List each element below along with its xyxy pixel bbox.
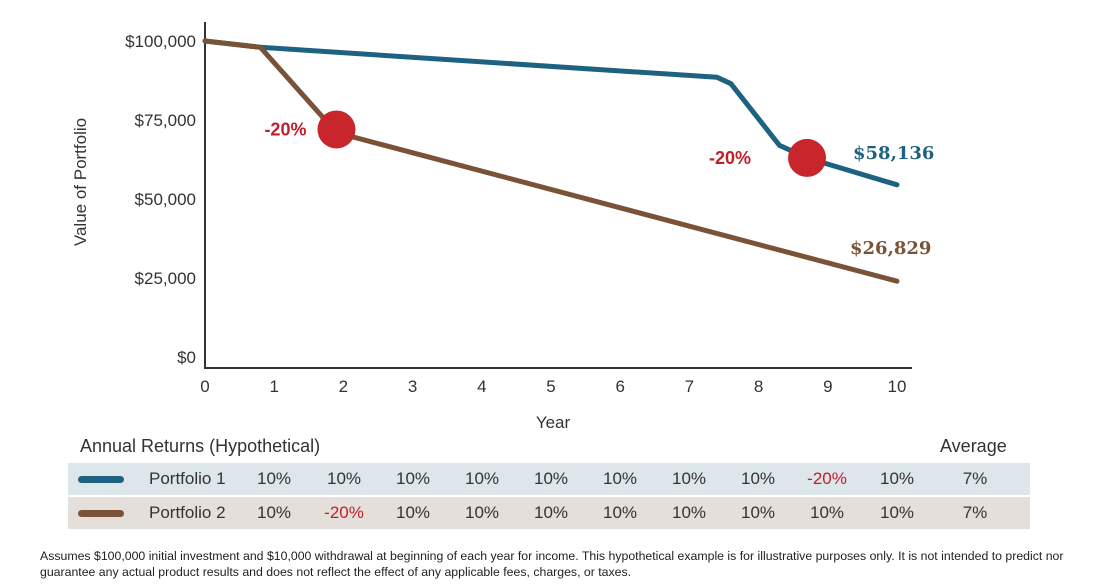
return-cell-year-10: 10% — [879, 469, 915, 488]
loss-marker-label: -20% — [709, 148, 751, 168]
x-tick-label: 7 — [685, 377, 694, 396]
return-cell-year-8: 10% — [740, 503, 776, 522]
x-tick-label: 8 — [754, 377, 763, 396]
x-tick-label: 2 — [339, 377, 348, 396]
portfolio-1-legend-swatch — [78, 476, 124, 483]
return-cell-year-4: 10% — [464, 469, 500, 488]
series-line-portfolio-2 — [202, 38, 900, 284]
y-axis-title: Value of Portfolio — [71, 118, 90, 246]
x-tick-labels: 0 1 2 3 4 5 6 7 8 9 10 — [200, 377, 906, 396]
return-cell-year-3: 10% — [395, 503, 431, 522]
return-cell-year-6: 10% — [602, 469, 638, 488]
table-row-portfolio-1: Portfolio 1 10% 10% 10% 10% 10% 10% 10% 10% -20%… — [68, 463, 1030, 495]
y-tick-label: $0 — [177, 348, 196, 367]
x-tick-label: 6 — [615, 377, 624, 396]
portfolio-2-legend-swatch — [78, 510, 124, 517]
average-return-cell: 7% — [962, 469, 988, 488]
x-tick-label: 9 — [823, 377, 832, 396]
average-header: Average — [940, 436, 1007, 456]
annual-returns-table: Annual Returns (Hypothetical) Average Po… — [68, 430, 1030, 529]
return-cell-year-6: 10% — [602, 503, 638, 522]
y-tick-labels: $0 $25,000 $50,000 $75,000 $100,000 — [125, 32, 196, 367]
table-title: Annual Returns (Hypothetical) — [80, 436, 321, 456]
loss-marker-label: -20% — [264, 119, 306, 139]
return-cell-year-4: 10% — [464, 503, 500, 522]
return-cell-year-1: 10% — [256, 503, 292, 522]
x-tick-label: 0 — [200, 377, 209, 396]
y-tick-label: $25,000 — [135, 269, 196, 288]
y-tick-label: $50,000 — [135, 190, 196, 209]
chart-markers: -20% -20% — [264, 110, 827, 177]
return-cell-year-5: 10% — [533, 469, 569, 488]
table-header: Annual Returns (Hypothetical) Average — [68, 430, 1030, 462]
x-axis-title: Year — [536, 413, 571, 430]
x-tick-label: 1 — [269, 377, 278, 396]
y-tick-label: $100,000 — [125, 32, 196, 51]
y-tick-label: $75,000 — [135, 111, 196, 130]
loss-marker-portfolio-1 — [788, 138, 827, 177]
return-cell-year-5: 10% — [533, 503, 569, 522]
return-cell-year-7: 10% — [671, 469, 707, 488]
row-label: Portfolio 1 — [149, 469, 226, 488]
average-return-cell: 7% — [962, 503, 988, 522]
return-cell-year-2: 10% — [326, 469, 362, 488]
return-cell-year-9: -20% — [807, 469, 847, 488]
x-tick-label: 3 — [408, 377, 417, 396]
x-tick-label: 5 — [546, 377, 555, 396]
return-cell-year-3: 10% — [395, 469, 431, 488]
return-cell-year-8: 10% — [740, 469, 776, 488]
return-cell-year-2: -20% — [324, 503, 364, 522]
return-cell-year-10: 10% — [879, 503, 915, 522]
return-cell-year-9: 10% — [809, 503, 845, 522]
return-cell-year-7: 10% — [671, 503, 707, 522]
loss-marker-portfolio-2 — [317, 110, 356, 149]
end-value-label-portfolio-1: $58,136 — [853, 143, 934, 164]
disclaimer-footnote: Assumes $100,000 initial investment and … — [40, 549, 1064, 579]
table-row-portfolio-2: Portfolio 2 10% -20% 10% 10% 10% 10% 10% 10% 10%… — [68, 497, 1030, 529]
chart-axes — [204, 22, 912, 369]
chart-end-labels: $58,136 $26,829 — [850, 143, 934, 259]
x-tick-label: 10 — [888, 377, 907, 396]
row-label: Portfolio 2 — [149, 503, 226, 522]
portfolio-chart: $0 $25,000 $50,000 $75,000 $100,000 0 1 2 3 4 5 6 7… — [71, 22, 934, 430]
return-cell-year-1: 10% — [256, 469, 292, 488]
end-value-label-portfolio-2: $26,829 — [850, 238, 931, 259]
x-tick-label: 4 — [477, 377, 486, 396]
